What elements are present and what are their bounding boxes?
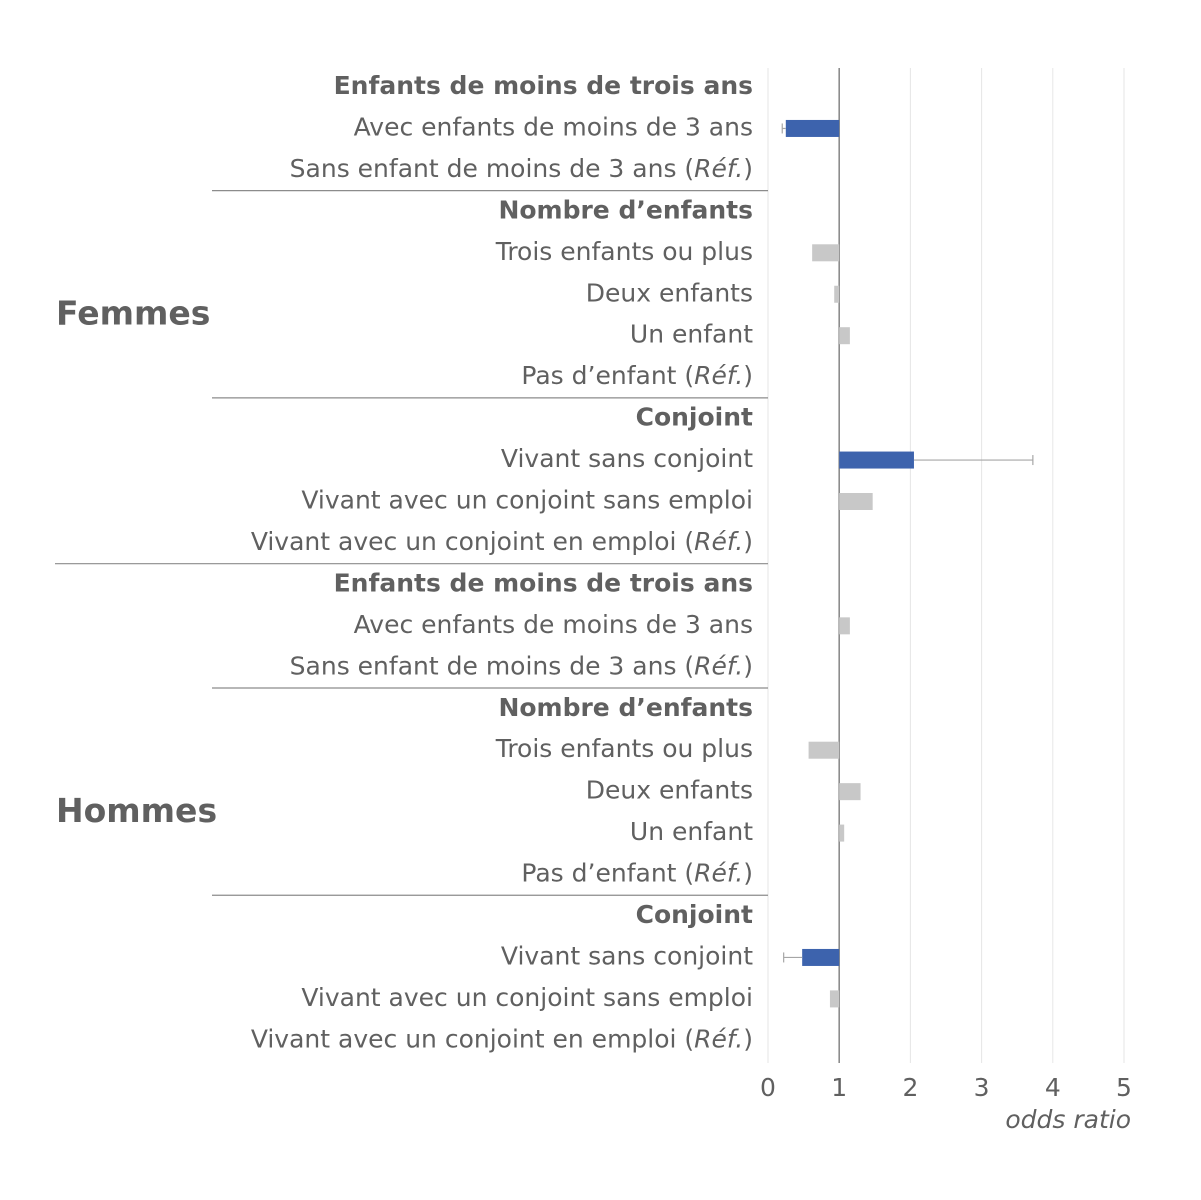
category-label: Vivant avec un conjoint sans emploi [301, 486, 753, 515]
error-bar [781, 123, 786, 134]
separator-layer [55, 190, 768, 896]
bar [839, 824, 845, 842]
grid-layer [767, 68, 1125, 1063]
category-label: Deux enfants [586, 278, 753, 307]
reference-category-label: Sans enfant de moins de 3 ans (Réf.) [290, 154, 753, 183]
bar [839, 493, 873, 510]
bar [834, 285, 840, 303]
reference-category-label: Pas d’enfant (Réf.) [521, 859, 753, 888]
category-label: Trois enfants ou plus [495, 734, 753, 763]
reference-category-label: Vivant avec un conjoint en emploi (Réf.) [251, 1024, 753, 1053]
section-header: Nombre d’enfants [498, 693, 753, 722]
category-label: Deux enfants [586, 776, 753, 805]
x-tick-label: 5 [1116, 1073, 1132, 1102]
bar [829, 990, 840, 1008]
section-header: Conjoint [636, 403, 753, 432]
category-label: Vivant sans conjoint [501, 941, 753, 970]
x-tick-label: 1 [831, 1073, 847, 1102]
error-bar [913, 455, 1034, 466]
significant-bar [802, 948, 840, 966]
bar [839, 783, 861, 801]
category-label: Vivant sans conjoint [501, 444, 753, 473]
category-label: Avec enfants de moins de 3 ans [354, 610, 753, 639]
x-axis: 0 1 2 3 4 5 odds ratio [760, 1073, 1132, 1134]
bar [808, 741, 840, 759]
x-tick-label: 0 [760, 1073, 776, 1102]
error-bar [783, 952, 803, 963]
section-header: Nombre d’enfants [498, 195, 753, 224]
category-label: Avec enfants de moins de 3 ans [354, 112, 753, 141]
reference-category-label: Sans enfant de moins de 3 ans (Réf.) [290, 651, 753, 680]
category-label: Trois enfants ou plus [495, 237, 753, 266]
section-header: Enfants de moins de trois ans [334, 568, 753, 597]
bar [839, 617, 850, 635]
reference-category-label: Vivant avec un conjoint en emploi (Réf.) [251, 527, 753, 556]
bar-layer [781, 119, 1034, 1008]
section-header: Enfants de moins de trois ans [334, 71, 753, 100]
group-label: Femmes [56, 293, 210, 332]
x-axis-title: odds ratio [1005, 1105, 1131, 1134]
reference-category-label: Pas d’enfant (Réf.) [521, 361, 753, 390]
significant-bar [785, 119, 840, 137]
x-tick-label: 2 [902, 1073, 918, 1102]
label-layer: Enfants de moins de trois ans Avec enfant… [56, 71, 753, 1053]
significant-bar [839, 451, 914, 469]
x-tick-label: 4 [1045, 1073, 1061, 1102]
group-label: Hommes [56, 791, 217, 830]
bar [812, 244, 840, 262]
section-header: Conjoint [636, 900, 753, 929]
category-label: Un enfant [630, 817, 753, 846]
category-label: Vivant avec un conjoint sans emploi [301, 983, 753, 1012]
bar [839, 327, 850, 345]
x-tick-label: 3 [974, 1073, 990, 1102]
category-label: Un enfant [630, 320, 753, 349]
